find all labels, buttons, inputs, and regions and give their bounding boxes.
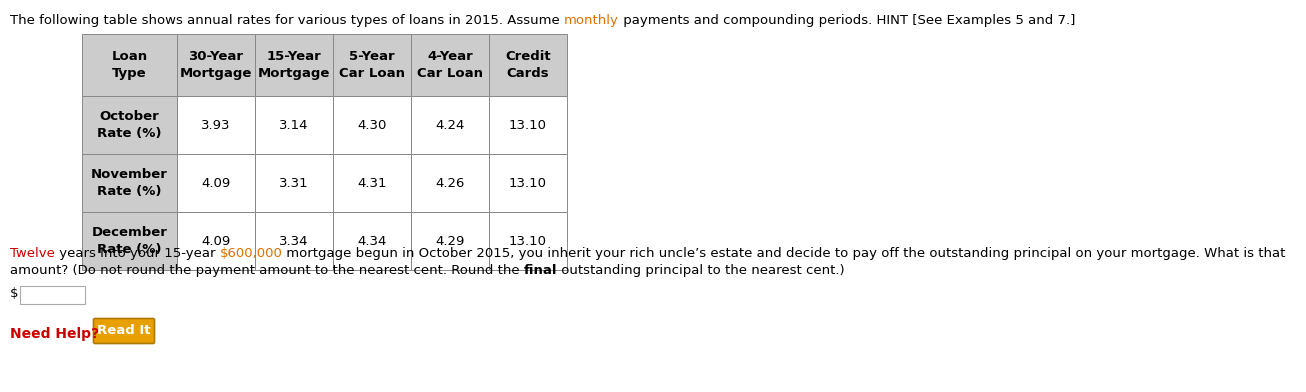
Bar — [333, 96, 411, 154]
Bar — [411, 96, 488, 154]
Text: 4.29: 4.29 — [435, 234, 465, 247]
Bar — [178, 154, 255, 212]
Text: November
Rate (%): November Rate (%) — [91, 168, 168, 198]
Text: 4.31: 4.31 — [358, 176, 387, 189]
Bar — [333, 212, 411, 270]
Text: 4.26: 4.26 — [435, 176, 465, 189]
Text: $: $ — [10, 287, 18, 300]
Text: 4.09: 4.09 — [201, 176, 231, 189]
Bar — [488, 96, 567, 154]
Text: 4-Year
Car Loan: 4-Year Car Loan — [417, 50, 483, 80]
Bar — [255, 96, 333, 154]
Text: 13.10: 13.10 — [509, 118, 547, 131]
Text: 3.93: 3.93 — [201, 118, 231, 131]
Text: The following table shows annual rates for various types of loans in 2015. Assum: The following table shows annual rates f… — [10, 14, 564, 27]
Text: 3.14: 3.14 — [279, 118, 308, 131]
Text: December
Rate (%): December Rate (%) — [91, 226, 167, 256]
Bar — [333, 34, 411, 96]
Bar — [178, 212, 255, 270]
Text: 4.09: 4.09 — [201, 234, 231, 247]
Bar — [20, 286, 85, 304]
Text: final: final — [524, 264, 558, 277]
Text: 5-Year
Car Loan: 5-Year Car Loan — [340, 50, 405, 80]
Bar — [82, 154, 178, 212]
Bar — [488, 154, 567, 212]
Bar — [333, 154, 411, 212]
Bar — [255, 154, 333, 212]
Bar — [411, 154, 488, 212]
Text: 3.34: 3.34 — [279, 234, 308, 247]
Text: 4.24: 4.24 — [435, 118, 465, 131]
Text: 30-Year
Mortgage: 30-Year Mortgage — [180, 50, 252, 80]
Bar — [411, 212, 488, 270]
Bar — [411, 34, 488, 96]
Text: amount? (Do not round the payment amount to the nearest cent. Round the: amount? (Do not round the payment amount… — [10, 264, 524, 277]
Bar — [82, 34, 178, 96]
Bar — [82, 96, 178, 154]
Text: 3.31: 3.31 — [279, 176, 308, 189]
Bar — [255, 34, 333, 96]
Text: 15-Year
Mortgage: 15-Year Mortgage — [257, 50, 330, 80]
Text: mortgage begun in October 2015, you inherit your rich uncle’s estate and decide : mortgage begun in October 2015, you inhe… — [282, 247, 1286, 260]
Text: $600,000: $600,000 — [219, 247, 282, 260]
Bar — [178, 34, 255, 96]
Text: monthly: monthly — [564, 14, 619, 27]
Text: 13.10: 13.10 — [509, 176, 547, 189]
Text: Twelve: Twelve — [10, 247, 55, 260]
Text: Credit
Cards: Credit Cards — [505, 50, 551, 80]
Bar — [82, 212, 178, 270]
Bar — [178, 96, 255, 154]
Text: October
Rate (%): October Rate (%) — [97, 110, 162, 140]
Text: years into your 15-year: years into your 15-year — [55, 247, 219, 260]
Text: Read It: Read It — [97, 325, 150, 338]
Text: 13.10: 13.10 — [509, 234, 547, 247]
Bar — [255, 212, 333, 270]
Text: Loan
Type: Loan Type — [111, 50, 148, 80]
Bar — [488, 212, 567, 270]
Bar — [488, 34, 567, 96]
Text: payments and compounding periods. HINT [See Examples 5 and 7.]: payments and compounding periods. HINT [… — [619, 14, 1075, 27]
Text: 4.30: 4.30 — [358, 118, 387, 131]
Text: 4.34: 4.34 — [358, 234, 387, 247]
Text: outstanding principal to the nearest cent.): outstanding principal to the nearest cen… — [558, 264, 845, 277]
Text: Need Help?: Need Help? — [10, 327, 99, 341]
FancyBboxPatch shape — [94, 318, 154, 343]
